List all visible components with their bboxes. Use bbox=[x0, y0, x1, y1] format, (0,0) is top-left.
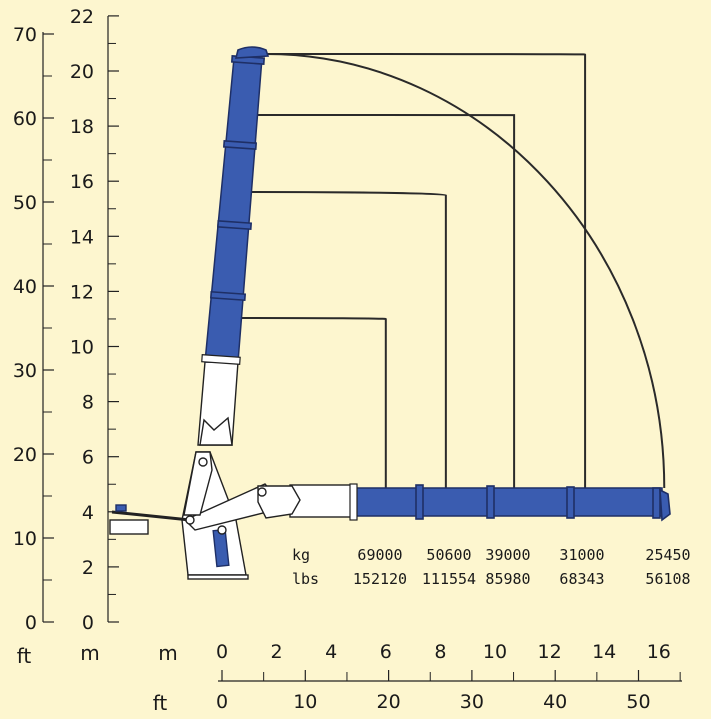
vertical-boom-blue bbox=[204, 57, 263, 363]
bottom-m-tick-label: 10 bbox=[483, 641, 507, 663]
boom-collar bbox=[486, 485, 495, 519]
boom-collar bbox=[209, 290, 247, 302]
boom-collar bbox=[201, 354, 241, 365]
bottom-ft-tick-label: 0 bbox=[216, 691, 228, 713]
boom-collar bbox=[415, 484, 424, 520]
bottom-m-tick-label: 4 bbox=[325, 641, 337, 663]
pivot-pin bbox=[217, 525, 227, 535]
ft-tick-label: 60 bbox=[13, 108, 37, 130]
reach-curve bbox=[265, 53, 666, 489]
boom-collar bbox=[652, 487, 661, 519]
bottom-ft-tick-label: 10 bbox=[293, 691, 317, 713]
bottom-ft-tick-label: 20 bbox=[377, 691, 401, 713]
pivot-pin bbox=[198, 457, 208, 467]
m-tick-label: 12 bbox=[70, 281, 94, 303]
bottom-m-tick-label: 12 bbox=[538, 641, 562, 663]
bottom-m-tick-label: 16 bbox=[647, 641, 671, 663]
bottom-m-tick-label: 0 bbox=[216, 641, 228, 663]
base-left-block bbox=[109, 519, 149, 535]
m-tick-label: 20 bbox=[70, 61, 94, 83]
bottom-m-tick-label: 14 bbox=[592, 641, 616, 663]
reach-curves bbox=[239, 53, 666, 489]
kg-unit-label: kg bbox=[292, 546, 310, 564]
ft-tick-label: 20 bbox=[13, 444, 37, 466]
mount-plate bbox=[187, 574, 249, 580]
m-tick-label: 0 bbox=[82, 612, 94, 634]
reach-curve bbox=[253, 114, 516, 488]
horizontal-boom-white bbox=[289, 484, 357, 518]
left-m-axis: 0 2 4 6 8 10 12 14 16 18 20 22 m bbox=[70, 6, 119, 665]
lbs-unit-label: lbs bbox=[292, 570, 319, 588]
kg-value: 39000 bbox=[485, 546, 530, 564]
ft-tick-label: 50 bbox=[13, 192, 37, 214]
bottom-ft-tick-label: 40 bbox=[543, 691, 567, 713]
bottom-m-tick-label: 8 bbox=[434, 641, 446, 663]
lbs-value: 56108 bbox=[645, 570, 690, 588]
reach-curve bbox=[247, 191, 447, 488]
inner-arm bbox=[183, 451, 213, 516]
lbs-value: 152120 bbox=[353, 570, 407, 588]
m-tick-label: 10 bbox=[70, 337, 94, 359]
horizontal-boom bbox=[289, 483, 671, 522]
knuckle-arm bbox=[257, 485, 301, 519]
hydraulic-cylinder bbox=[115, 504, 127, 512]
horizontal-boom-blue bbox=[355, 487, 663, 517]
boom-collar bbox=[566, 486, 575, 519]
ft-tick-label: 40 bbox=[13, 276, 37, 298]
crane-base-structure bbox=[109, 451, 301, 580]
m-tick-label: 8 bbox=[82, 392, 94, 414]
left-ft-unit-label: ft bbox=[17, 644, 32, 668]
m-tick-label: 14 bbox=[70, 226, 94, 248]
bottom-m-unit-label: m bbox=[158, 641, 177, 665]
lbs-value: 111554 bbox=[422, 570, 476, 588]
m-tick-label: 22 bbox=[70, 6, 94, 28]
lbs-value: 68343 bbox=[559, 570, 604, 588]
m-tick-label: 16 bbox=[70, 171, 94, 193]
boom-collar bbox=[349, 483, 358, 521]
left-m-unit-label: m bbox=[80, 641, 99, 665]
ft-tick-label: 0 bbox=[25, 612, 37, 634]
boom-collar bbox=[222, 140, 258, 150]
bottom-ft-tick-label: 30 bbox=[460, 691, 484, 713]
m-tick-label: 18 bbox=[70, 116, 94, 138]
ft-tick-label: 10 bbox=[13, 528, 37, 550]
kg-value: 25450 bbox=[645, 546, 690, 564]
bottom-ft-axis: 0 10 20 30 40 50 ft bbox=[153, 670, 682, 715]
bottom-m-tick-label: 2 bbox=[271, 641, 283, 663]
reach-curve bbox=[239, 317, 387, 488]
m-tick-label: 4 bbox=[82, 502, 94, 524]
lbs-value: 85980 bbox=[485, 570, 530, 588]
boom-tip bbox=[234, 46, 270, 59]
kg-value: 31000 bbox=[559, 546, 604, 564]
kg-value: 50600 bbox=[426, 546, 471, 564]
hydraulic-rod bbox=[111, 510, 191, 522]
ft-tick-label: 30 bbox=[13, 360, 37, 382]
boom-tip bbox=[659, 488, 671, 522]
pivot-pin bbox=[185, 515, 195, 525]
ft-tick-label: 70 bbox=[13, 24, 37, 46]
load-table: kg lbs 69000 50600 39000 31000 25450 152120 1… bbox=[292, 546, 691, 588]
reach-curve bbox=[261, 53, 587, 488]
vertical-boom bbox=[197, 46, 270, 446]
bottom-m-axis: 0 2 4 6 8 10 12 14 16 m bbox=[158, 641, 671, 665]
bottom-ft-tick-label: 50 bbox=[626, 691, 650, 713]
pivot-pin bbox=[257, 487, 267, 497]
bottom-m-tick-label: 6 bbox=[380, 641, 392, 663]
left-ft-axis: 0 10 20 30 40 50 60 70 ft bbox=[13, 24, 54, 668]
kg-value: 69000 bbox=[357, 546, 402, 564]
bottom-ft-unit-label: ft bbox=[153, 691, 168, 715]
boom-collar bbox=[216, 220, 253, 231]
m-tick-label: 6 bbox=[82, 447, 94, 469]
m-tick-label: 2 bbox=[82, 557, 94, 579]
boom-hinge bbox=[199, 416, 233, 446]
